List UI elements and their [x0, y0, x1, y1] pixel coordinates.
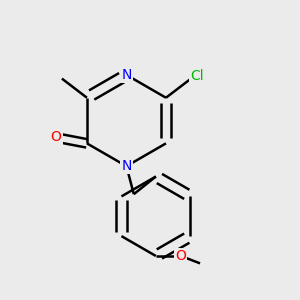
- Text: O: O: [51, 130, 62, 145]
- Text: N: N: [121, 68, 132, 82]
- Text: O: O: [176, 249, 186, 263]
- Text: N: N: [121, 159, 132, 173]
- Text: Cl: Cl: [190, 69, 204, 83]
